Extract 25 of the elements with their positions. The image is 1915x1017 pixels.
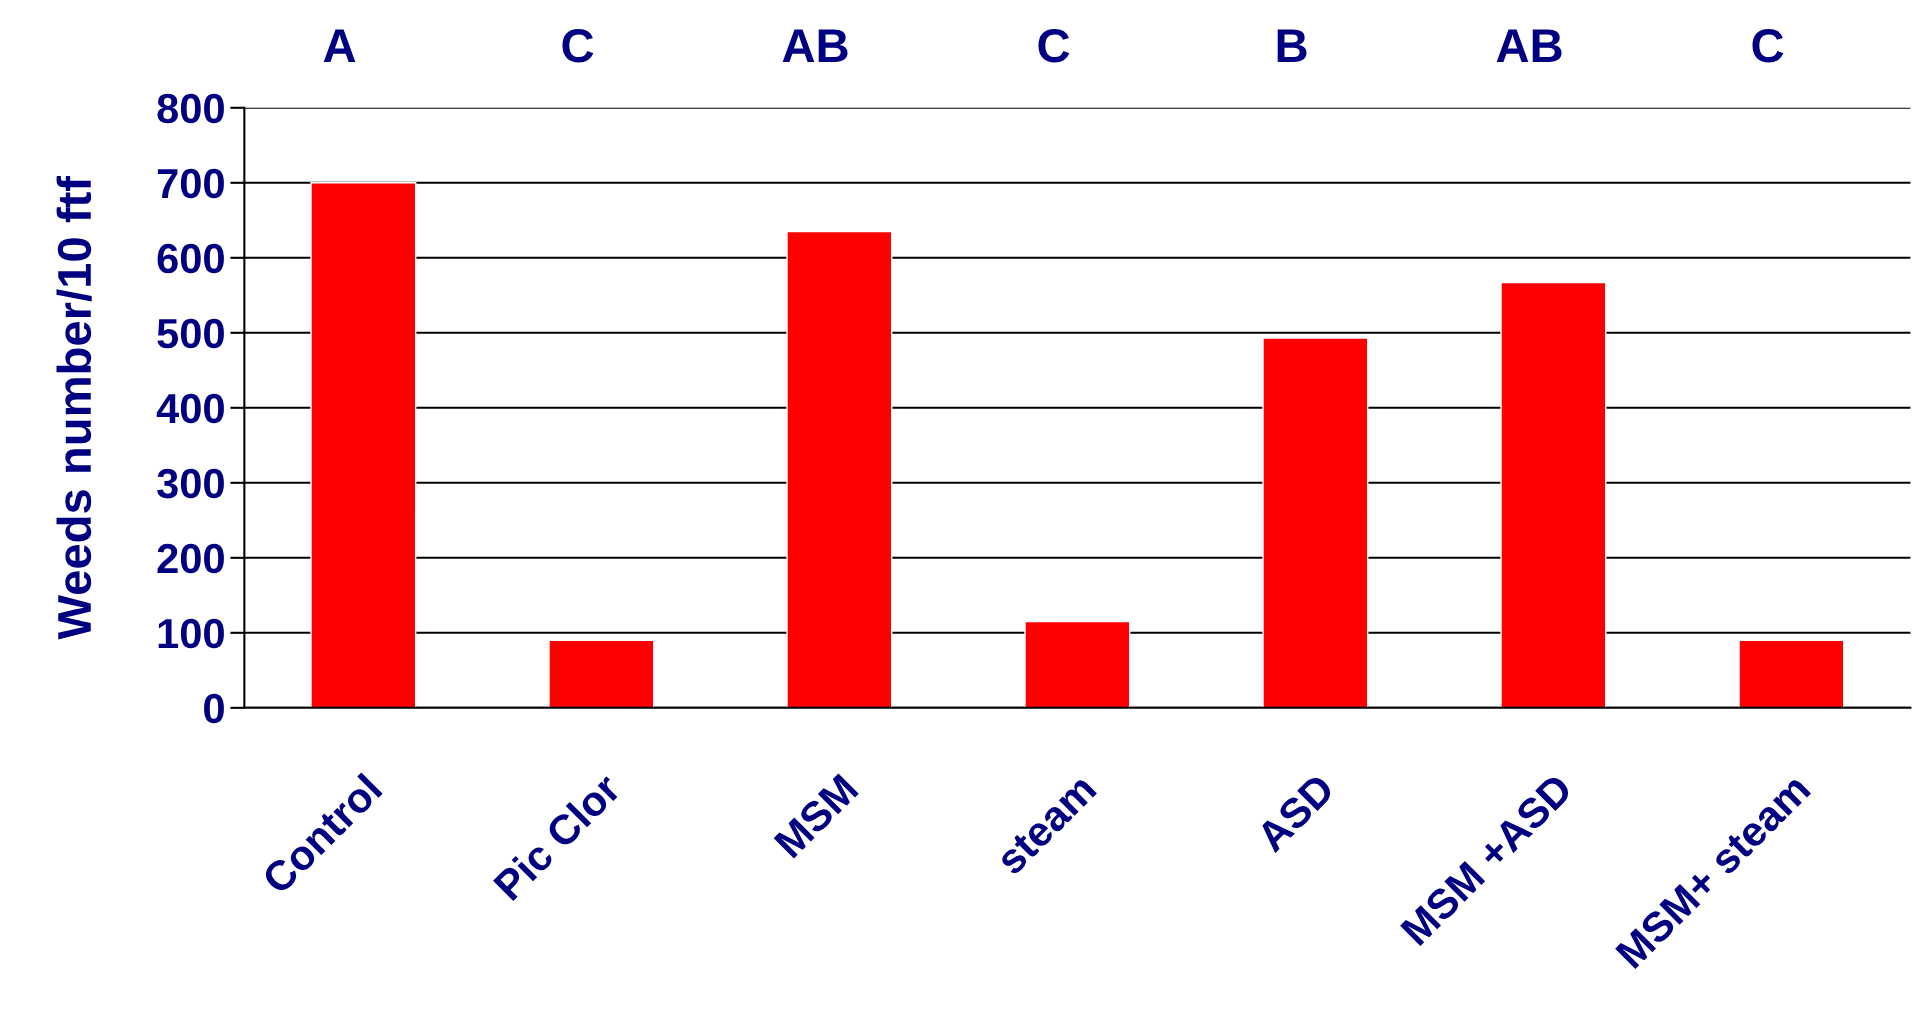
y-tick-label: 400 — [156, 393, 224, 424]
text: A — [323, 29, 356, 62]
text: B — [1277, 29, 1307, 62]
bar — [786, 230, 893, 708]
y-tick-label: 500 — [157, 318, 224, 349]
text: AB — [782, 29, 848, 62]
bar — [1500, 281, 1607, 708]
y-tick-label: 200 — [157, 543, 224, 574]
y-tick-label: 700 — [157, 168, 224, 199]
bar — [310, 182, 417, 708]
text: C — [562, 29, 594, 63]
text: C — [1752, 29, 1784, 63]
y-tick-label: 0 — [204, 693, 224, 724]
x-tick-label: Pic Clor — [492, 770, 623, 902]
y-tick-label: 300 — [157, 468, 224, 499]
bar — [1738, 639, 1845, 708]
bar — [1262, 337, 1369, 708]
bar — [1024, 620, 1131, 708]
y-axis-title: Weeds number/10 ftf — [56, 175, 92, 640]
text: AB — [1496, 29, 1562, 62]
y-tick-label: 800 — [157, 93, 224, 124]
bar — [548, 639, 655, 708]
y-tick-label: 600 — [157, 243, 224, 274]
y-tick-label: 100 — [158, 618, 224, 649]
text: C — [1038, 29, 1070, 63]
